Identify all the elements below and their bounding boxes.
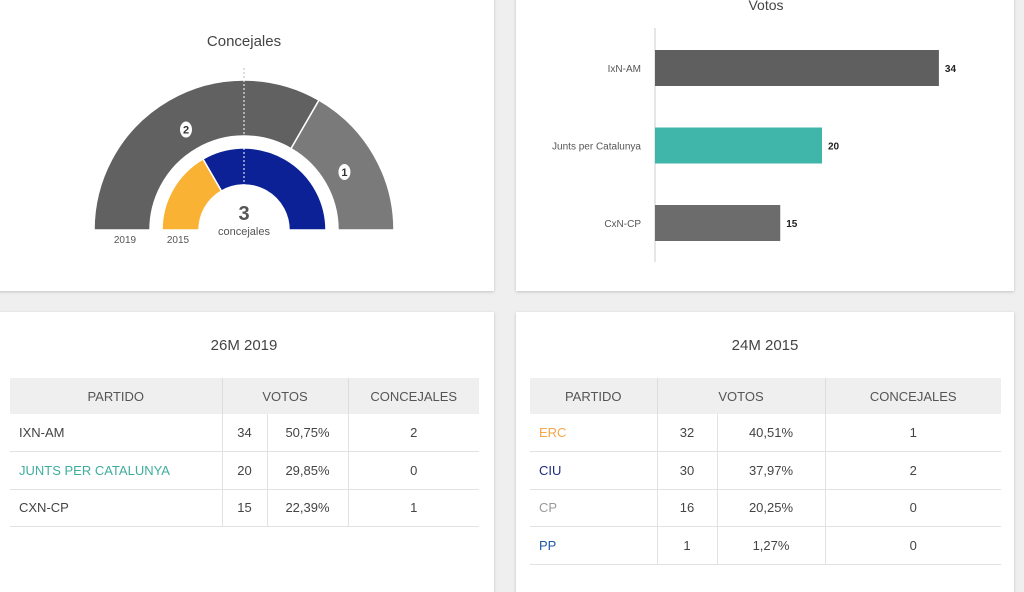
results-2015-title: 24M 2015 [731,337,799,354]
seats-cell: 1 [348,489,479,527]
seats-cell: 2 [825,451,1001,490]
table-row: CP 16 20,25% 0 [530,489,1001,527]
value-label: 20 [828,142,840,153]
seats-cell: 0 [825,526,1001,565]
party-cell: PP [530,526,658,565]
results-2019-table: PARTIDO VOTOS CONCEJALES IXN-AM 34 50,75% 2 JUN… [10,378,479,527]
votes-cell: 34 [222,414,268,452]
seat-badge [338,164,351,180]
results-2019-title: 26M 2019 [210,337,278,354]
table-row: ERC 32 40,51% 1 [530,414,1001,452]
party-cell: CP [530,489,658,527]
header-row: PARTIDO VOTOS CONCEJALES [10,378,479,414]
total-seats: 3 [238,203,249,225]
percent-cell: 37,97% [717,451,826,490]
table-row: JUNTS PER CATALUNYA 20 29,85% 0 [10,451,479,490]
seat-badge-label: 1 [341,167,347,179]
table-row: CIU 30 37,97% 2 [530,451,1001,490]
party-cell: CIU [530,451,658,490]
bar-1[interactable] [655,127,822,164]
seats-cell: 0 [825,489,1001,527]
header-partido: PARTIDO [530,378,658,414]
party-cell: CXN-CP [10,489,223,527]
seats-cell: 2 [348,414,479,452]
bar-0[interactable] [655,50,939,86]
votes-cell: 1 [657,526,718,565]
bar-2[interactable] [655,205,781,241]
party-cell: JUNTS PER CATALUNYA [10,451,223,490]
votes-cell: 30 [657,451,718,490]
votes-cell: 16 [657,489,718,527]
header-concejales: CONCEJALES [348,378,479,414]
outer-ring-segment-ixn-am[interactable] [93,79,321,231]
seats-cell: 1 [825,414,1001,452]
ring-label-2015: 2015 [167,235,190,246]
results-2015-card: 24M 2015 PARTIDO VOTOS CONCEJALES ERC 32 40,5… [516,312,1014,592]
concejales-card: Concejales 2 1 3 concejales 2019 2015 [0,0,494,291]
party-cell: ERC [530,414,658,452]
results-2019-card: 26M 2019 PARTIDO VOTOS CONCEJALES IXN-AM 34 5… [0,312,494,592]
results-2015-table: PARTIDO VOTOS CONCEJALES ERC 32 40,51% 1 CIU 30 3… [530,378,1001,565]
table-row: CXN-CP 15 22,39% 1 [10,489,479,527]
value-label: 15 [786,219,798,230]
table-row: IXN-AM 34 50,75% 2 [10,414,479,452]
percent-cell: 1,27% [717,526,826,565]
total-seats-label: concejales [218,226,270,238]
table-row: PP 1 1,27% 0 [530,526,1001,565]
percent-cell: 22,39% [267,489,349,527]
party-cell: IXN-AM [10,414,223,452]
header-row: PARTIDO VOTOS CONCEJALES [530,378,1001,414]
header-votos: VOTOS [222,378,349,414]
percent-cell: 50,75% [267,414,349,452]
seats-cell: 0 [348,451,479,490]
header-partido: PARTIDO [10,378,223,414]
seat-badge-label: 2 [183,125,189,137]
votes-cell: 32 [657,414,718,452]
inner-ring-segment-ciu[interactable] [201,147,327,231]
percent-cell: 40,51% [717,414,826,452]
votes-cell: 20 [222,451,268,490]
percent-cell: 29,85% [267,451,349,490]
category-label: Junts per Catalunya [552,142,641,153]
header-concejales: CONCEJALES [825,378,1001,414]
votes-cell: 15 [222,489,268,527]
votos-bar-chart: Votos IxN-AM 34 Junts per Catalunya 20 CxN-C… [552,0,957,262]
value-label: 34 [945,64,957,75]
header-votos: VOTOS [657,378,826,414]
votos-title: Votos [748,0,783,13]
category-label: IxN-AM [608,64,641,75]
concejales-title: Concejales [206,33,282,50]
category-label: CxN-CP [604,219,641,230]
seat-badge [180,121,192,138]
ring-label-2019: 2019 [114,235,137,246]
votos-card: Votos IxN-AM 34 Junts per Catalunya 20 CxN-C… [516,0,1014,291]
percent-cell: 20,25% [717,489,826,527]
